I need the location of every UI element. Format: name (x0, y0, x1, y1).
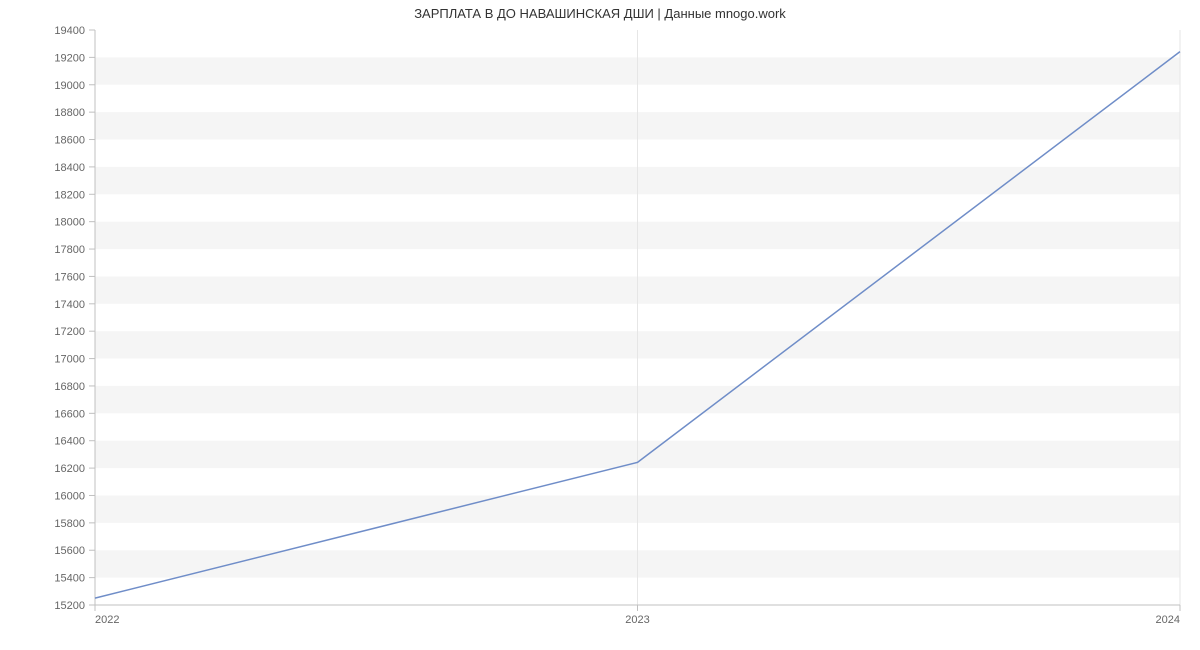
svg-text:19200: 19200 (54, 52, 85, 64)
svg-text:17800: 17800 (54, 244, 85, 256)
chart-title: ЗАРПЛАТА В ДО НАВАШИНСКАЯ ДШИ | Данные m… (0, 6, 1200, 21)
svg-text:18800: 18800 (54, 107, 85, 119)
svg-text:16200: 16200 (54, 463, 85, 475)
svg-text:16600: 16600 (54, 408, 85, 420)
svg-text:17600: 17600 (54, 271, 85, 283)
svg-text:2024: 2024 (1156, 614, 1180, 626)
svg-text:16800: 16800 (54, 381, 85, 393)
salary-line-chart: ЗАРПЛАТА В ДО НАВАШИНСКАЯ ДШИ | Данные m… (0, 0, 1200, 650)
svg-text:15800: 15800 (54, 518, 85, 530)
svg-text:18000: 18000 (54, 217, 85, 229)
svg-text:17200: 17200 (54, 326, 85, 338)
svg-text:19000: 19000 (54, 80, 85, 92)
svg-text:16400: 16400 (54, 436, 85, 448)
svg-text:18400: 18400 (54, 162, 85, 174)
svg-text:17400: 17400 (54, 299, 85, 311)
svg-text:17000: 17000 (54, 354, 85, 366)
svg-text:2023: 2023 (625, 614, 649, 626)
svg-text:16000: 16000 (54, 490, 85, 502)
svg-text:18200: 18200 (54, 189, 85, 201)
chart-svg: 15200 15400 15600 15800 16000 16200 16400 16600… (0, 0, 1200, 650)
svg-text:15600: 15600 (54, 545, 85, 557)
svg-text:15200: 15200 (54, 600, 85, 612)
svg-text:18600: 18600 (54, 135, 85, 147)
svg-text:2022: 2022 (95, 614, 119, 626)
svg-text:19400: 19400 (54, 25, 85, 37)
svg-text:15400: 15400 (54, 573, 85, 585)
